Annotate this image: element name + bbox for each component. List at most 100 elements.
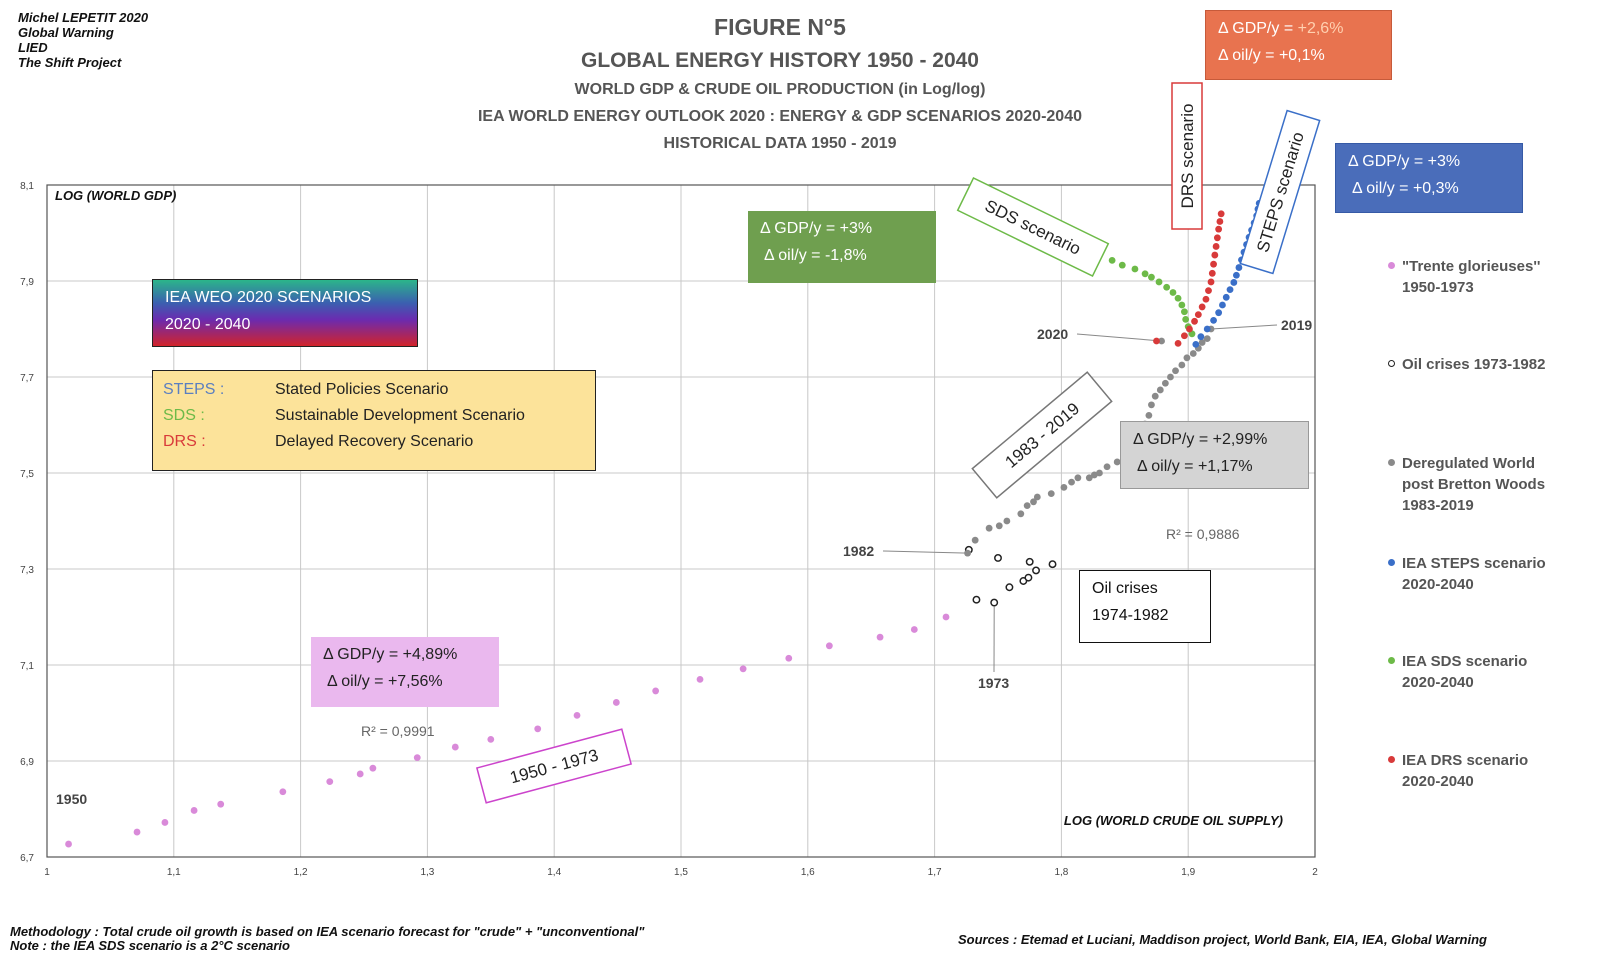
definitions-box: STEPS : Stated Policies Scenario SDS : Sus…	[152, 370, 596, 471]
y-tick-label: 7,9	[20, 277, 34, 288]
data-point-steps	[1203, 325, 1211, 333]
dereg-stats-oil: Δ oil/y = +1,17%	[1137, 458, 1253, 475]
data-point-drs	[1208, 269, 1216, 277]
rotated-label-frame	[1171, 82, 1203, 230]
data-point-oil_crises	[1005, 583, 1014, 592]
data-point-dereg	[1060, 484, 1068, 491]
iea-banner: IEA WEO 2020 SCENARIOS 2020 - 2040	[152, 279, 418, 347]
legend-line: IEA DRS scenario	[1388, 750, 1528, 771]
legend-item-steps: IEA STEPS scenario 2020-2040	[1388, 553, 1546, 595]
definition-abbr-drs: DRS :	[163, 433, 206, 450]
legend-label: "Trente glorieuses''	[1402, 258, 1541, 275]
data-point-oil_crises	[990, 598, 999, 607]
data-point-trente	[876, 633, 884, 641]
point-label-2019: 2019	[1281, 317, 1312, 333]
data-point-dereg	[1023, 502, 1031, 510]
data-point-sds	[1118, 261, 1126, 269]
chart-subtitle-3: HISTORICAL DATA 1950 - 2019	[663, 135, 897, 152]
data-point-sds	[1155, 278, 1163, 286]
data-point-drs	[1207, 278, 1215, 286]
legend-marker-icon	[1388, 756, 1395, 763]
data-point-drs	[1215, 225, 1223, 233]
data-point-sds	[1141, 270, 1149, 278]
data-point-drs	[1216, 218, 1224, 225]
legend-line: post Bretton Woods	[1402, 476, 1546, 493]
data-point-oil_crises	[972, 595, 981, 604]
data-point-dereg	[1085, 474, 1093, 482]
data-point-drs	[1205, 287, 1212, 294]
legend-label: IEA STEPS scenario	[1402, 555, 1546, 572]
author-line: LIED	[18, 40, 48, 55]
dereg-stats-box: Δ GDP/y = +2,99% Δ oil/y = +1,17%	[1120, 421, 1309, 489]
steps-stats-oil: Δ oil/y = +0,3%	[1352, 180, 1459, 197]
legend-label: IEA DRS scenario	[1402, 752, 1529, 769]
data-point-dereg	[1068, 478, 1075, 486]
data-point-drs	[1217, 210, 1225, 218]
data-point-trente	[217, 800, 225, 808]
drs-stats-gdp-label: Δ GDP/y =	[1218, 20, 1298, 37]
point-label-1982: 1982	[843, 543, 874, 559]
data-point-dereg	[1113, 458, 1121, 466]
x-axis-ticks: 1 1,1 1,2 1,3 1,4 1,5 1,6 1,7 1,8 1,9 2	[44, 867, 1318, 878]
chart-title: GLOBAL ENERGY HISTORY 1950 - 2040	[581, 49, 979, 72]
data-point-steps	[1230, 279, 1238, 286]
data-point-sds	[1148, 273, 1155, 281]
legend-line: 2020-2040	[1402, 576, 1474, 593]
data-point-trente	[133, 828, 141, 836]
legend-line: 2020-2040	[1402, 674, 1474, 691]
trente-stats-oil: Δ oil/y = +7,56%	[327, 673, 443, 690]
rotated-label-3: DRS scenario	[1171, 82, 1203, 230]
title-block: FIGURE N°5 GLOBAL ENERGY HISTORY 1950 - …	[380, 14, 1180, 153]
legend-label: IEA SDS scenario	[1402, 653, 1528, 670]
legend-line: 1983-2019	[1402, 497, 1474, 514]
data-point-dereg	[1156, 386, 1164, 394]
x-tick-label: 1,3	[420, 867, 434, 878]
data-point-dereg	[1003, 517, 1011, 525]
dereg-stats-gdp: Δ GDP/y = +2,99%	[1133, 431, 1268, 448]
r2-top: R² = 0,9886	[1166, 526, 1240, 542]
data-point-drs	[1210, 260, 1217, 268]
definition-row: DRS : Delayed Recovery Scenario	[163, 429, 585, 455]
data-point-oil_crises	[1025, 557, 1034, 566]
data-point-sds	[1108, 256, 1116, 264]
definition-row: STEPS : Stated Policies Scenario	[163, 377, 585, 403]
data-point-dereg	[1203, 335, 1211, 342]
author-line: Michel LEPETIT 2020	[18, 10, 149, 25]
legend-item-oil-crises: Oil crises 1973-1982	[1388, 354, 1545, 375]
data-point-dereg	[1103, 463, 1111, 471]
drs-stats-gdp: Δ GDP/y = +2,6%	[1218, 15, 1379, 42]
author-line: Global Warning	[18, 25, 114, 40]
trente-stats-gdp: Δ GDP/y = +4,89%	[323, 646, 458, 663]
scenario-note: Note : the IEA SDS scenario is a 2°C sce…	[10, 938, 290, 953]
rotated-label-4: STEPS scenario	[1239, 109, 1321, 275]
data-point-dereg	[1148, 401, 1155, 409]
definition-row: SDS : Sustainable Development Scenario	[163, 403, 585, 429]
data-point-trente	[487, 736, 495, 743]
data-point-trente	[190, 807, 198, 814]
data-point-trente	[652, 687, 660, 695]
data-point-dereg	[1167, 373, 1174, 381]
iea-banner-line-1: IEA WEO 2020 SCENARIOS	[165, 289, 372, 306]
legend-line: IEA STEPS scenario	[1388, 553, 1546, 574]
drs-stats-oil: Δ oil/y = +0,1%	[1218, 47, 1325, 64]
methodology-note: Methodology : Total crude oil growth is …	[10, 924, 645, 939]
data-point-sds	[1178, 301, 1186, 309]
data-point-steps	[1215, 309, 1223, 317]
y-tick-label: 7,1	[20, 661, 34, 672]
rotated-label-frame	[956, 176, 1110, 278]
data-point-dereg	[1172, 367, 1179, 375]
data-point-oil_crises	[1032, 566, 1040, 575]
data-point-dereg	[1161, 379, 1169, 387]
data-point-steps	[1226, 286, 1234, 294]
data-point-dereg	[985, 524, 993, 532]
figure-label: FIGURE N°5	[714, 14, 846, 40]
oil-crises-line-1: Oil crises	[1092, 580, 1158, 597]
x-axis-label: LOG (WORLD CRUDE OIL SUPPLY)	[1064, 813, 1283, 828]
leader-line	[1210, 324, 1278, 330]
x-tick-label: 1,1	[167, 867, 181, 878]
y-tick-label: 7,7	[20, 373, 34, 384]
rotated-label-frame	[475, 728, 633, 804]
data-point-trente	[534, 725, 542, 733]
data-point-trente	[451, 743, 459, 751]
